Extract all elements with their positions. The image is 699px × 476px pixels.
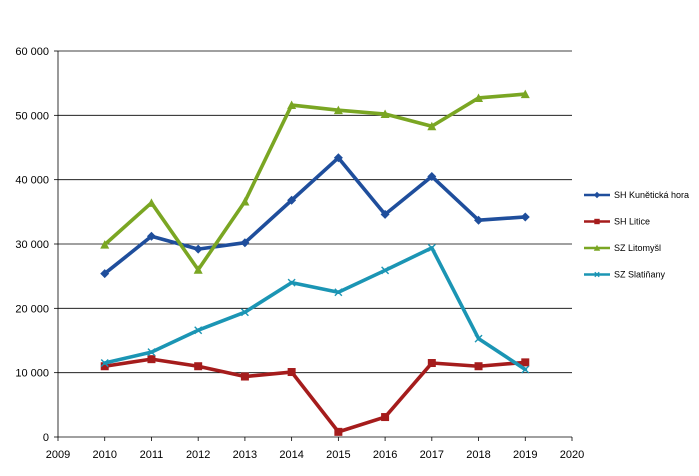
x-tick-label: 2012 xyxy=(186,449,210,461)
series-line xyxy=(102,155,528,276)
data-point xyxy=(147,355,156,364)
series-line xyxy=(102,92,528,272)
data-point xyxy=(100,269,110,279)
y-tick-label: 30 000 xyxy=(15,239,49,251)
data-point xyxy=(334,288,343,297)
legend-item: SH Litice xyxy=(584,217,650,227)
point-stroke xyxy=(521,365,530,374)
x-tick-label: 2010 xyxy=(92,449,116,461)
series-line xyxy=(102,357,528,434)
data-point xyxy=(287,368,296,377)
data-point xyxy=(193,265,203,274)
x-tick-label: 2014 xyxy=(279,449,303,461)
data-point xyxy=(240,197,250,206)
legend-item: SH Kunětická hora xyxy=(584,190,689,200)
data-point xyxy=(381,266,390,275)
data-point xyxy=(100,359,109,368)
x-tick-label: 2011 xyxy=(140,449,164,461)
data-point xyxy=(381,413,390,422)
data-point xyxy=(100,240,110,249)
x-tick-label: 2016 xyxy=(373,449,397,461)
x-tick-label: 2017 xyxy=(420,449,444,461)
data-point xyxy=(333,105,343,115)
point-stroke xyxy=(100,359,109,368)
data-point xyxy=(520,212,530,222)
legend-label: SZ Litomyšl xyxy=(614,243,661,253)
y-tick-label: 0 xyxy=(43,432,49,444)
series-layer xyxy=(100,89,530,436)
data-point xyxy=(146,231,156,241)
data-point xyxy=(100,362,109,371)
point-stroke xyxy=(147,348,156,357)
y-tick-label: 50 000 xyxy=(15,110,49,122)
data-point xyxy=(287,195,297,205)
y-tick-label: 10 000 xyxy=(15,368,49,380)
x-tick-label: 2013 xyxy=(233,449,257,461)
legend-item: SZ Litomyšl xyxy=(584,243,661,253)
data-point xyxy=(193,244,203,254)
data-point xyxy=(240,308,249,317)
axes xyxy=(54,50,573,441)
data-point xyxy=(427,121,437,131)
data-point xyxy=(427,243,436,252)
data-point xyxy=(380,109,390,119)
data-point xyxy=(334,427,343,436)
data-point xyxy=(194,326,203,335)
legend: SH Kunětická hora SH Litice SZ Litomyšl SZ … xyxy=(584,190,689,280)
point-stroke xyxy=(427,243,436,252)
data-point xyxy=(521,358,530,367)
data-point xyxy=(521,365,530,374)
x-tick-label: 2009 xyxy=(46,449,70,461)
data-point xyxy=(287,100,297,110)
legend-label: SH Kunětická hora xyxy=(614,190,689,200)
data-point xyxy=(240,372,249,381)
data-point xyxy=(427,359,436,368)
x-tick-label: 2019 xyxy=(513,449,537,461)
x-axis-ticks: 2009 2010 2011 2012 2013 2014 2015 2016 2017 2018… xyxy=(46,449,584,461)
data-point xyxy=(427,171,437,181)
legend-swatch-marker xyxy=(594,218,600,225)
legend-item: SZ Slatiňany xyxy=(584,270,666,280)
legend-swatch-marker xyxy=(594,271,600,278)
y-tick-label: 40 000 xyxy=(15,175,49,187)
point-stroke xyxy=(194,326,203,335)
data-point xyxy=(333,153,343,163)
data-point xyxy=(474,334,483,343)
legend-label: SH Litice xyxy=(614,217,650,227)
data-point xyxy=(194,362,203,371)
y-axis-ticks: 0 10 000 20 000 30 000 40 000 50 000 60 000 xyxy=(15,46,49,444)
x-tick-label: 2020 xyxy=(560,449,584,461)
series-line xyxy=(102,246,528,372)
data-point xyxy=(520,89,530,99)
point-stroke xyxy=(594,271,600,278)
point-stroke xyxy=(240,308,249,317)
series-2 xyxy=(100,89,530,274)
data-point xyxy=(380,209,390,219)
data-point xyxy=(474,93,484,102)
data-point xyxy=(287,278,296,287)
legend-swatch-marker xyxy=(593,244,601,251)
y-tick-label: 60 000 xyxy=(15,46,49,58)
gridlines xyxy=(58,50,572,374)
point-stroke xyxy=(474,334,483,343)
data-point xyxy=(146,198,156,207)
point-stroke xyxy=(381,266,390,275)
legend-label: SZ Slatiňany xyxy=(614,270,666,280)
legend-swatch-marker xyxy=(593,191,601,199)
x-tick-label: 2015 xyxy=(326,449,350,461)
data-point xyxy=(474,215,484,225)
data-point xyxy=(474,362,483,371)
series-0 xyxy=(100,153,530,279)
point-stroke xyxy=(334,288,343,297)
series-3 xyxy=(100,243,530,374)
y-tick-label: 20 000 xyxy=(15,303,49,315)
data-point xyxy=(147,348,156,357)
data-point xyxy=(240,238,250,248)
point-stroke xyxy=(287,278,296,287)
series-1 xyxy=(100,355,530,436)
x-tick-label: 2018 xyxy=(466,449,490,461)
